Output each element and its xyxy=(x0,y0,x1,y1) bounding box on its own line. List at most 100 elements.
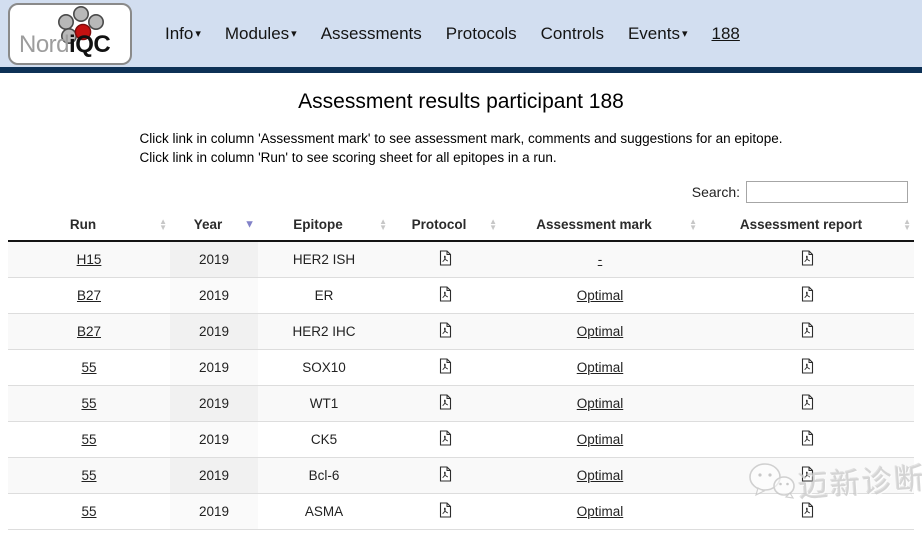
protocol-pdf-icon[interactable] xyxy=(439,321,452,338)
nav-item-label: Protocols xyxy=(445,23,517,43)
year-cell: 2019 xyxy=(170,277,258,314)
epitope-cell: SOX10 xyxy=(258,349,390,386)
nav-item-modules[interactable]: Modules ▾ xyxy=(225,24,297,44)
report-pdf-icon[interactable] xyxy=(801,501,814,518)
protocol-pdf-icon[interactable] xyxy=(439,465,452,482)
instructions: Click link in column 'Assessment mark' t… xyxy=(140,129,783,167)
assessment-mark-link[interactable]: Optimal xyxy=(576,359,624,375)
sort-desc-icon: ▼ xyxy=(244,218,255,230)
column-header-label: Epitope xyxy=(293,217,343,232)
run-link[interactable]: 55 xyxy=(81,503,97,519)
epitope-cell: ER xyxy=(258,277,390,314)
nav-item-label: Assessments xyxy=(320,23,422,43)
protocol-pdf-icon[interactable] xyxy=(439,250,452,266)
column-header-year[interactable]: Year ▼ xyxy=(170,209,258,242)
search-input[interactable] xyxy=(746,181,908,203)
report-pdf-icon[interactable] xyxy=(801,285,814,302)
year-cell: 2019 xyxy=(170,385,258,422)
nav-item-events[interactable]: Events ▾ xyxy=(628,24,688,44)
protocol-pdf-icon[interactable] xyxy=(439,393,452,410)
column-header-assessment-report[interactable]: Assessment report ▲ ▼ xyxy=(700,209,914,242)
nav-item-protocols[interactable]: Protocols xyxy=(446,24,517,44)
instruction-line-1: Click link in column 'Assessment mark' t… xyxy=(139,131,783,146)
epitope-cell: ASMA xyxy=(258,493,390,530)
protocol-pdf-icon[interactable] xyxy=(439,285,452,302)
column-header-label: Run xyxy=(69,217,97,232)
nav-item-assessments[interactable]: Assessments xyxy=(321,24,422,44)
report-pdf-icon[interactable] xyxy=(801,393,814,410)
year-cell: 2019 xyxy=(170,457,258,494)
protocol-pdf-icon[interactable] xyxy=(439,357,452,374)
epitope-cell: CK5 xyxy=(258,421,390,458)
header-divider-bar xyxy=(0,67,922,73)
assessment-mark-link[interactable]: - xyxy=(597,251,603,267)
sort-icon: ▲ ▼ xyxy=(489,216,497,232)
search-row: Search: xyxy=(0,180,922,204)
table-row: 55 2019 CK5 Optimal xyxy=(8,421,914,458)
epitope-cell: WT1 xyxy=(258,385,390,422)
run-link[interactable]: 55 xyxy=(81,359,97,375)
column-header-epitope[interactable]: Epitope ▲ ▼ xyxy=(258,209,390,242)
run-link[interactable]: 55 xyxy=(81,395,97,411)
results-table: Run ▲ ▼ Year ▼ Epitope ▲ ▼ Protocol ▲ ▼ Ass… xyxy=(8,209,914,530)
protocol-pdf-icon[interactable] xyxy=(439,429,452,446)
nav-item-label: 188 xyxy=(711,23,740,43)
site-header: NordiQC Info ▾ Modules ▾ Assessments Protocol… xyxy=(0,0,922,67)
sort-icon: ▲ ▼ xyxy=(159,216,167,232)
report-pdf-icon[interactable] xyxy=(801,357,814,374)
report-pdf-icon[interactable] xyxy=(801,465,814,482)
column-header-label: Assessment report xyxy=(739,217,863,232)
run-link[interactable]: B27 xyxy=(76,323,102,339)
table-row: H15 2019 HER2 ISH - xyxy=(8,241,914,278)
assessment-mark-link[interactable]: Optimal xyxy=(576,503,624,519)
year-cell: 2019 xyxy=(170,313,258,350)
main-content: Assessment results participant 188 Click… xyxy=(0,90,922,530)
assessment-mark-link[interactable]: Optimal xyxy=(576,287,624,303)
search-label: Search: xyxy=(691,184,740,200)
table-row: B27 2019 HER2 IHC Optimal xyxy=(8,313,914,350)
nav-item-label: Events xyxy=(627,23,680,43)
nordiqc-logo[interactable]: NordiQC xyxy=(8,2,132,65)
run-link[interactable]: B27 xyxy=(76,287,102,303)
epitope-cell: Bcl-6 xyxy=(258,457,390,494)
instruction-line-2: Click link in column 'Run' to see scorin… xyxy=(139,150,557,165)
table-row: 55 2019 Bcl-6 Optimal xyxy=(8,457,914,494)
assessment-mark-link[interactable]: Optimal xyxy=(576,323,624,339)
nav-item-label: Info xyxy=(165,23,194,43)
chevron-down-icon: ▾ xyxy=(681,27,688,40)
run-link[interactable]: 55 xyxy=(81,467,97,483)
logo-text: NordiQC xyxy=(19,30,111,58)
main-nav: Info ▾ Modules ▾ Assessments Protocols Control… xyxy=(165,24,740,44)
report-pdf-icon[interactable] xyxy=(801,250,814,266)
nav-item-188[interactable]: 188 xyxy=(711,24,739,44)
nav-item-label: Modules xyxy=(224,23,290,43)
column-header-label: Assessment mark xyxy=(536,217,652,232)
column-header-run[interactable]: Run ▲ ▼ xyxy=(8,209,170,242)
sort-icon: ▲ ▼ xyxy=(903,216,911,232)
nav-item-info[interactable]: Info ▾ xyxy=(165,24,201,44)
table-row: B27 2019 ER Optimal xyxy=(8,277,914,314)
nav-item-controls[interactable]: Controls xyxy=(541,24,604,44)
page-title: Assessment results participant 188 xyxy=(298,90,624,113)
assessment-mark-link[interactable]: Optimal xyxy=(576,467,624,483)
assessment-mark-link[interactable]: Optimal xyxy=(576,395,624,411)
column-header-label: Year xyxy=(193,217,223,232)
report-pdf-icon[interactable] xyxy=(801,321,814,338)
column-header-protocol[interactable]: Protocol ▲ ▼ xyxy=(390,209,500,242)
sort-icon: ▲ ▼ xyxy=(689,216,697,232)
table-row: 55 2019 ASMA Optimal xyxy=(8,493,914,530)
column-header-assessment-mark[interactable]: Assessment mark ▲ ▼ xyxy=(500,209,700,242)
run-link[interactable]: H15 xyxy=(76,251,102,267)
logo-circles-icon xyxy=(58,5,104,44)
epitope-cell: HER2 ISH xyxy=(258,241,390,278)
chevron-down-icon: ▾ xyxy=(291,27,297,40)
report-pdf-icon[interactable] xyxy=(801,429,814,446)
protocol-pdf-icon[interactable] xyxy=(439,501,452,518)
table-row: 55 2019 WT1 Optimal xyxy=(8,385,914,422)
table-header-row: Run ▲ ▼ Year ▼ Epitope ▲ ▼ Protocol ▲ ▼ Ass… xyxy=(8,209,914,242)
year-cell: 2019 xyxy=(170,349,258,386)
year-cell: 2019 xyxy=(170,421,258,458)
assessment-mark-link[interactable]: Optimal xyxy=(576,431,624,447)
table-row: 55 2019 SOX10 Optimal xyxy=(8,349,914,386)
run-link[interactable]: 55 xyxy=(81,431,97,447)
